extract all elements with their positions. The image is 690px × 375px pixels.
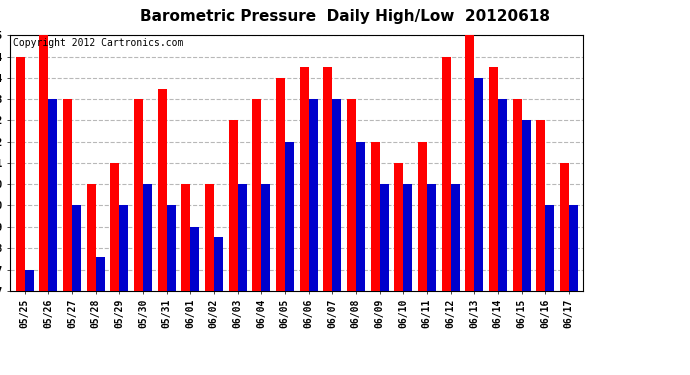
Bar	[285, 141, 294, 291]
Text: Barometric Pressure  Daily High/Low  20120618: Barometric Pressure Daily High/Low 20120…	[140, 9, 550, 24]
Bar	[134, 99, 143, 291]
Bar	[465, 35, 474, 291]
Bar	[205, 184, 214, 291]
Bar	[253, 99, 262, 291]
Bar	[442, 57, 451, 291]
Bar	[95, 257, 105, 291]
Bar	[86, 184, 95, 291]
Bar	[228, 120, 237, 291]
Bar	[72, 206, 81, 291]
Bar	[560, 163, 569, 291]
Text: Copyright 2012 Cartronics.com: Copyright 2012 Cartronics.com	[13, 38, 184, 48]
Bar	[110, 163, 119, 291]
Bar	[16, 57, 25, 291]
Bar	[119, 206, 128, 291]
Bar	[371, 141, 380, 291]
Bar	[63, 99, 72, 291]
Bar	[276, 78, 285, 291]
Bar	[451, 184, 460, 291]
Bar	[157, 88, 166, 291]
Bar	[166, 206, 175, 291]
Bar	[513, 99, 522, 291]
Bar	[569, 206, 578, 291]
Bar	[214, 237, 223, 291]
Bar	[48, 99, 57, 291]
Bar	[536, 120, 545, 291]
Bar	[418, 141, 427, 291]
Bar	[498, 99, 507, 291]
Bar	[545, 206, 554, 291]
Bar	[489, 67, 498, 291]
Bar	[347, 99, 356, 291]
Bar	[237, 184, 246, 291]
Bar	[522, 120, 531, 291]
Bar	[427, 184, 436, 291]
Bar	[25, 270, 34, 291]
Bar	[39, 35, 48, 291]
Bar	[332, 99, 341, 291]
Bar	[143, 184, 152, 291]
Bar	[262, 184, 270, 291]
Bar	[308, 99, 317, 291]
Bar	[323, 67, 332, 291]
Bar	[380, 184, 388, 291]
Bar	[403, 184, 412, 291]
Bar	[181, 184, 190, 291]
Bar	[190, 227, 199, 291]
Bar	[394, 163, 403, 291]
Bar	[474, 78, 483, 291]
Bar	[356, 141, 365, 291]
Bar	[299, 67, 308, 291]
